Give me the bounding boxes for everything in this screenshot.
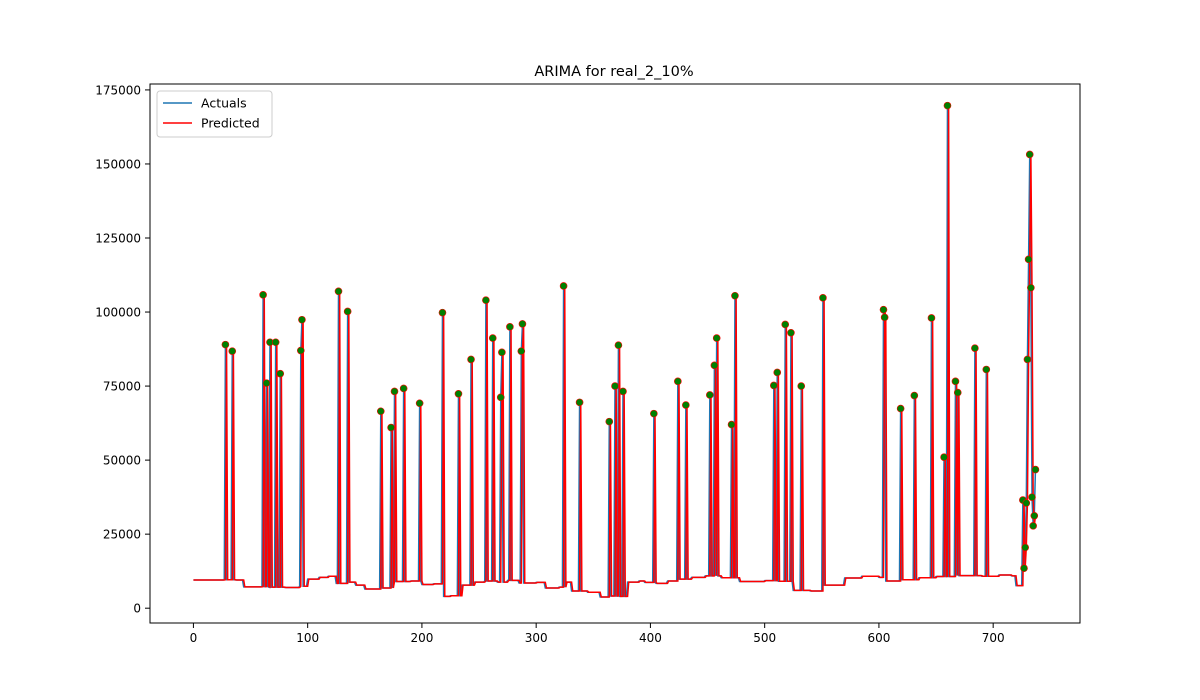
peak-marker (271, 338, 280, 347)
peak-marker (1025, 150, 1034, 159)
series-line-actuals (193, 105, 1037, 598)
x-tick-label: 400 (639, 631, 662, 645)
peak-marker (276, 369, 285, 378)
legend: Actuals Predicted (156, 90, 273, 138)
x-tick-label: 200 (410, 631, 433, 645)
peak-marker (297, 346, 305, 355)
peak-marker (953, 388, 962, 397)
legend-label-predicted: Predicted (201, 116, 260, 131)
peak-marker (879, 305, 888, 314)
peak-marker (1024, 255, 1033, 264)
y-tick-label: 50000 (103, 454, 141, 468)
peak-marker (482, 296, 490, 304)
peak-marker (1031, 465, 1040, 474)
peak-marker (910, 391, 919, 400)
x-tick-label: 500 (753, 631, 776, 645)
peak-marker (781, 320, 790, 329)
peak-marker (619, 387, 627, 396)
y-tick-label: 25000 (103, 528, 141, 542)
peak-marker (880, 313, 889, 322)
peak-marker (517, 347, 526, 355)
peak-marker (605, 417, 614, 426)
y-tick-label: 175000 (95, 83, 141, 97)
peak-marker (496, 393, 505, 402)
peak-marker (982, 365, 991, 374)
peak-marker (415, 399, 424, 408)
x-tick-label: 700 (982, 631, 1005, 645)
peak-marker (390, 387, 399, 396)
peak-marker (518, 320, 527, 328)
peak-marker (1029, 522, 1037, 530)
x-tick-label: 600 (867, 631, 890, 645)
peak-marker (343, 307, 352, 316)
peak-marker (387, 423, 395, 432)
y-axis: 0 25000 50000 75000 100000 125000 150000 175000 (95, 83, 150, 616)
peak-marker (259, 291, 267, 299)
peak-marker (488, 334, 497, 342)
peak-marker (927, 314, 936, 322)
peak-marker (334, 287, 343, 296)
peak-marker (1020, 564, 1028, 573)
peak-marker (611, 382, 619, 390)
chart-title: ARIMA for real_2_10% (534, 64, 693, 80)
peak-marker (706, 391, 714, 399)
peak-marker (682, 401, 690, 409)
x-axis: 0 100 200 300 400 500 600 700 (190, 623, 1005, 645)
peak-marker (1021, 543, 1029, 552)
peak-marker (770, 381, 778, 390)
peak-marker (650, 409, 658, 418)
peak-marker (376, 407, 385, 416)
y-tick-label: 125000 (95, 232, 141, 246)
peak-marker (1028, 493, 1036, 501)
peak-marker (940, 453, 948, 461)
peak-marker (951, 377, 960, 386)
x-tick-label: 0 (190, 631, 198, 645)
peak-marker (559, 282, 568, 290)
y-tick-label: 75000 (103, 380, 141, 394)
peak-marker (614, 341, 623, 350)
y-tick-label: 100000 (95, 306, 141, 320)
peak-marker (727, 420, 736, 429)
peak-marker (228, 347, 237, 355)
peak-marker (787, 328, 795, 337)
peak-marker (819, 294, 827, 302)
legend-label-actuals: Actuals (201, 96, 247, 111)
peak-marker (1022, 499, 1031, 507)
peak-marker (712, 334, 721, 342)
peak-marker (943, 101, 952, 110)
peak-marker (575, 398, 584, 407)
peak-marker (674, 377, 682, 386)
peak-marker (438, 308, 447, 317)
x-tick-label: 100 (296, 631, 319, 645)
peak-marker (298, 315, 306, 324)
peak-marker (467, 355, 475, 364)
peak-marker (1030, 511, 1039, 520)
peak-marker (1027, 283, 1035, 292)
peak-marker (399, 384, 408, 393)
peak-marker (498, 348, 506, 357)
peak-marker (506, 323, 514, 331)
peak-marker (454, 389, 463, 398)
plot-area (193, 101, 1040, 598)
y-tick-label: 150000 (95, 157, 141, 171)
peak-marker (896, 404, 905, 413)
peak-marker (221, 340, 230, 349)
peak-marker (731, 291, 739, 300)
peak-marker (710, 361, 719, 370)
peak-marker (1023, 355, 1032, 364)
series-line-predicted (193, 105, 1037, 598)
x-tick-label: 300 (525, 631, 548, 645)
peak-marker (773, 368, 782, 377)
peak-marker (797, 382, 806, 390)
peak-marker (262, 379, 271, 387)
axes-frame (149, 83, 1081, 624)
y-tick-label: 0 (133, 602, 141, 616)
peak-marker (971, 344, 979, 352)
